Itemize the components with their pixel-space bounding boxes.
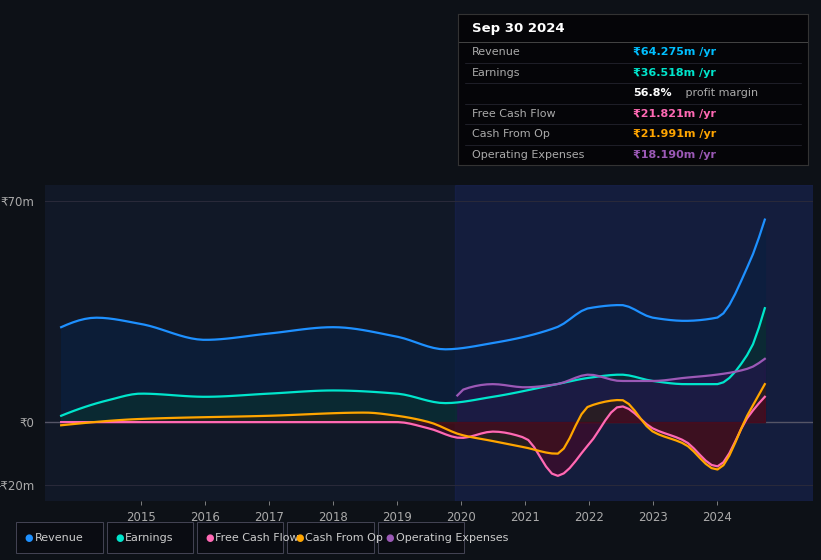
Text: Earnings: Earnings [125, 533, 173, 543]
Text: Free Cash Flow: Free Cash Flow [472, 109, 556, 119]
Text: 56.8%: 56.8% [633, 88, 672, 99]
Text: Free Cash Flow: Free Cash Flow [215, 533, 299, 543]
Text: Revenue: Revenue [34, 533, 83, 543]
Text: ₹21.821m /yr: ₹21.821m /yr [633, 109, 716, 119]
Text: ●: ● [386, 533, 394, 543]
Text: Earnings: Earnings [472, 68, 521, 78]
Text: ●: ● [115, 533, 123, 543]
Text: Operating Expenses: Operating Expenses [472, 150, 585, 160]
Bar [455, 185, 813, 501]
Text: Revenue: Revenue [472, 47, 521, 57]
Text: Cash From Op: Cash From Op [305, 533, 383, 543]
Text: ₹21.991m /yr: ₹21.991m /yr [633, 129, 716, 139]
Text: ●: ● [296, 533, 304, 543]
Text: ●: ● [25, 533, 33, 543]
Text: Operating Expenses: Operating Expenses [396, 533, 508, 543]
Text: Cash From Op: Cash From Op [472, 129, 550, 139]
Text: ₹36.518m /yr: ₹36.518m /yr [633, 68, 716, 78]
Text: ●: ● [205, 533, 213, 543]
Text: ₹18.190m /yr: ₹18.190m /yr [633, 150, 716, 160]
Text: Sep 30 2024: Sep 30 2024 [472, 22, 565, 35]
Text: profit margin: profit margin [682, 88, 758, 99]
Text: ₹64.275m /yr: ₹64.275m /yr [633, 47, 716, 57]
